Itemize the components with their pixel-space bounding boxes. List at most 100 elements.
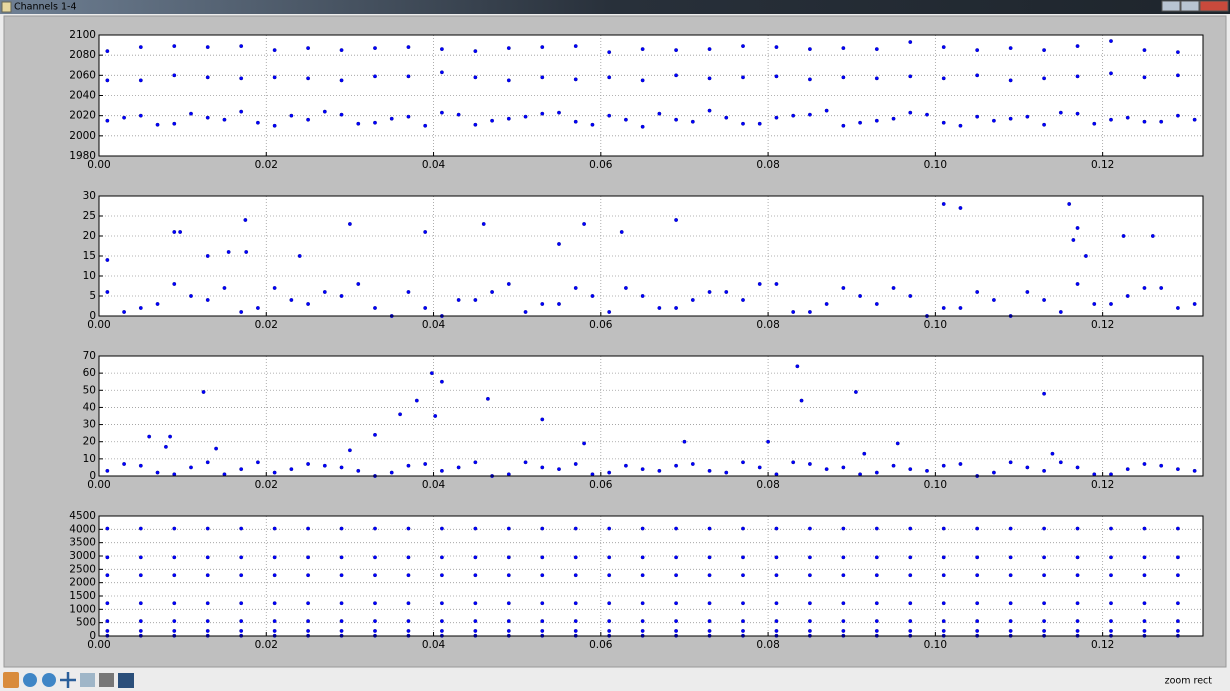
x-tick-label: 0.10 (924, 479, 947, 491)
point (774, 526, 779, 531)
point (289, 298, 294, 302)
point (1109, 629, 1113, 633)
x-tick-label: 0.08 (756, 159, 779, 171)
point (707, 526, 712, 531)
point (440, 619, 444, 623)
point (339, 629, 344, 633)
point (874, 118, 879, 123)
point (1176, 467, 1180, 472)
point (908, 555, 913, 560)
point (473, 629, 478, 633)
point (774, 555, 779, 560)
point (975, 601, 980, 606)
y-tick-label: 1500 (69, 590, 96, 602)
close-button[interactable] (1199, 0, 1229, 12)
point (1008, 619, 1013, 623)
point (339, 526, 344, 531)
point (808, 47, 812, 52)
maximize-button[interactable] (1180, 0, 1200, 12)
point (1176, 601, 1180, 606)
x-tick-label: 0.02 (255, 319, 278, 331)
point (1142, 601, 1147, 606)
point (540, 619, 545, 623)
point (172, 230, 177, 234)
point (272, 619, 277, 623)
point (573, 286, 578, 290)
point (573, 601, 578, 606)
y-tick-label: 2040 (69, 90, 96, 102)
point (941, 526, 946, 531)
x-tick-label: 0.08 (756, 639, 779, 651)
point (1109, 526, 1113, 531)
point (741, 460, 745, 465)
point (1192, 302, 1197, 306)
point (1025, 290, 1030, 294)
configure-button[interactable] (99, 673, 114, 687)
point (1042, 48, 1046, 53)
point (289, 467, 294, 472)
point (858, 472, 862, 477)
point (306, 601, 310, 606)
point (1042, 601, 1046, 606)
point (272, 555, 277, 560)
point (791, 113, 796, 118)
point (841, 601, 846, 606)
point (440, 379, 444, 384)
point (1109, 302, 1113, 306)
point (707, 76, 712, 81)
point (941, 202, 946, 206)
point (975, 555, 980, 560)
x-tick-label: 0.08 (756, 479, 779, 491)
minimize-button[interactable] (1161, 0, 1181, 12)
point (348, 448, 352, 453)
point (1142, 526, 1147, 531)
forward-button[interactable] (42, 673, 56, 687)
save-button[interactable] (118, 673, 134, 688)
point (1121, 234, 1126, 238)
point (573, 44, 578, 48)
point (205, 573, 210, 578)
point (172, 555, 177, 560)
point (214, 446, 218, 451)
point (808, 629, 812, 633)
point (373, 46, 377, 51)
point (1075, 44, 1080, 48)
point (1159, 119, 1164, 124)
x-tick-label: 0.04 (422, 639, 446, 651)
point (1075, 629, 1080, 633)
point (766, 439, 770, 444)
point (908, 526, 913, 531)
point (1176, 629, 1180, 633)
point (1042, 555, 1046, 560)
point (1142, 555, 1147, 560)
point (339, 465, 344, 470)
y-tick-label: 50 (83, 384, 96, 396)
y-tick-label: 40 (83, 401, 96, 413)
point (373, 619, 377, 623)
point (975, 114, 980, 119)
point (607, 629, 612, 633)
point (941, 619, 946, 623)
point (640, 526, 645, 531)
point (841, 619, 846, 623)
point (272, 526, 277, 531)
point (306, 46, 310, 51)
point (791, 310, 796, 314)
point (172, 573, 177, 578)
back-button[interactable] (23, 673, 37, 687)
zoom-button[interactable] (80, 673, 95, 687)
point (155, 122, 160, 127)
point (607, 113, 612, 118)
point (473, 122, 478, 127)
point (1084, 254, 1088, 258)
point (440, 526, 444, 531)
point (1075, 74, 1080, 79)
point (244, 250, 249, 254)
home-button[interactable] (3, 672, 19, 688)
point (707, 47, 712, 52)
point (941, 76, 946, 81)
pan-button[interactable] (60, 672, 76, 688)
point (297, 254, 302, 258)
point (707, 108, 712, 113)
point (398, 412, 402, 417)
